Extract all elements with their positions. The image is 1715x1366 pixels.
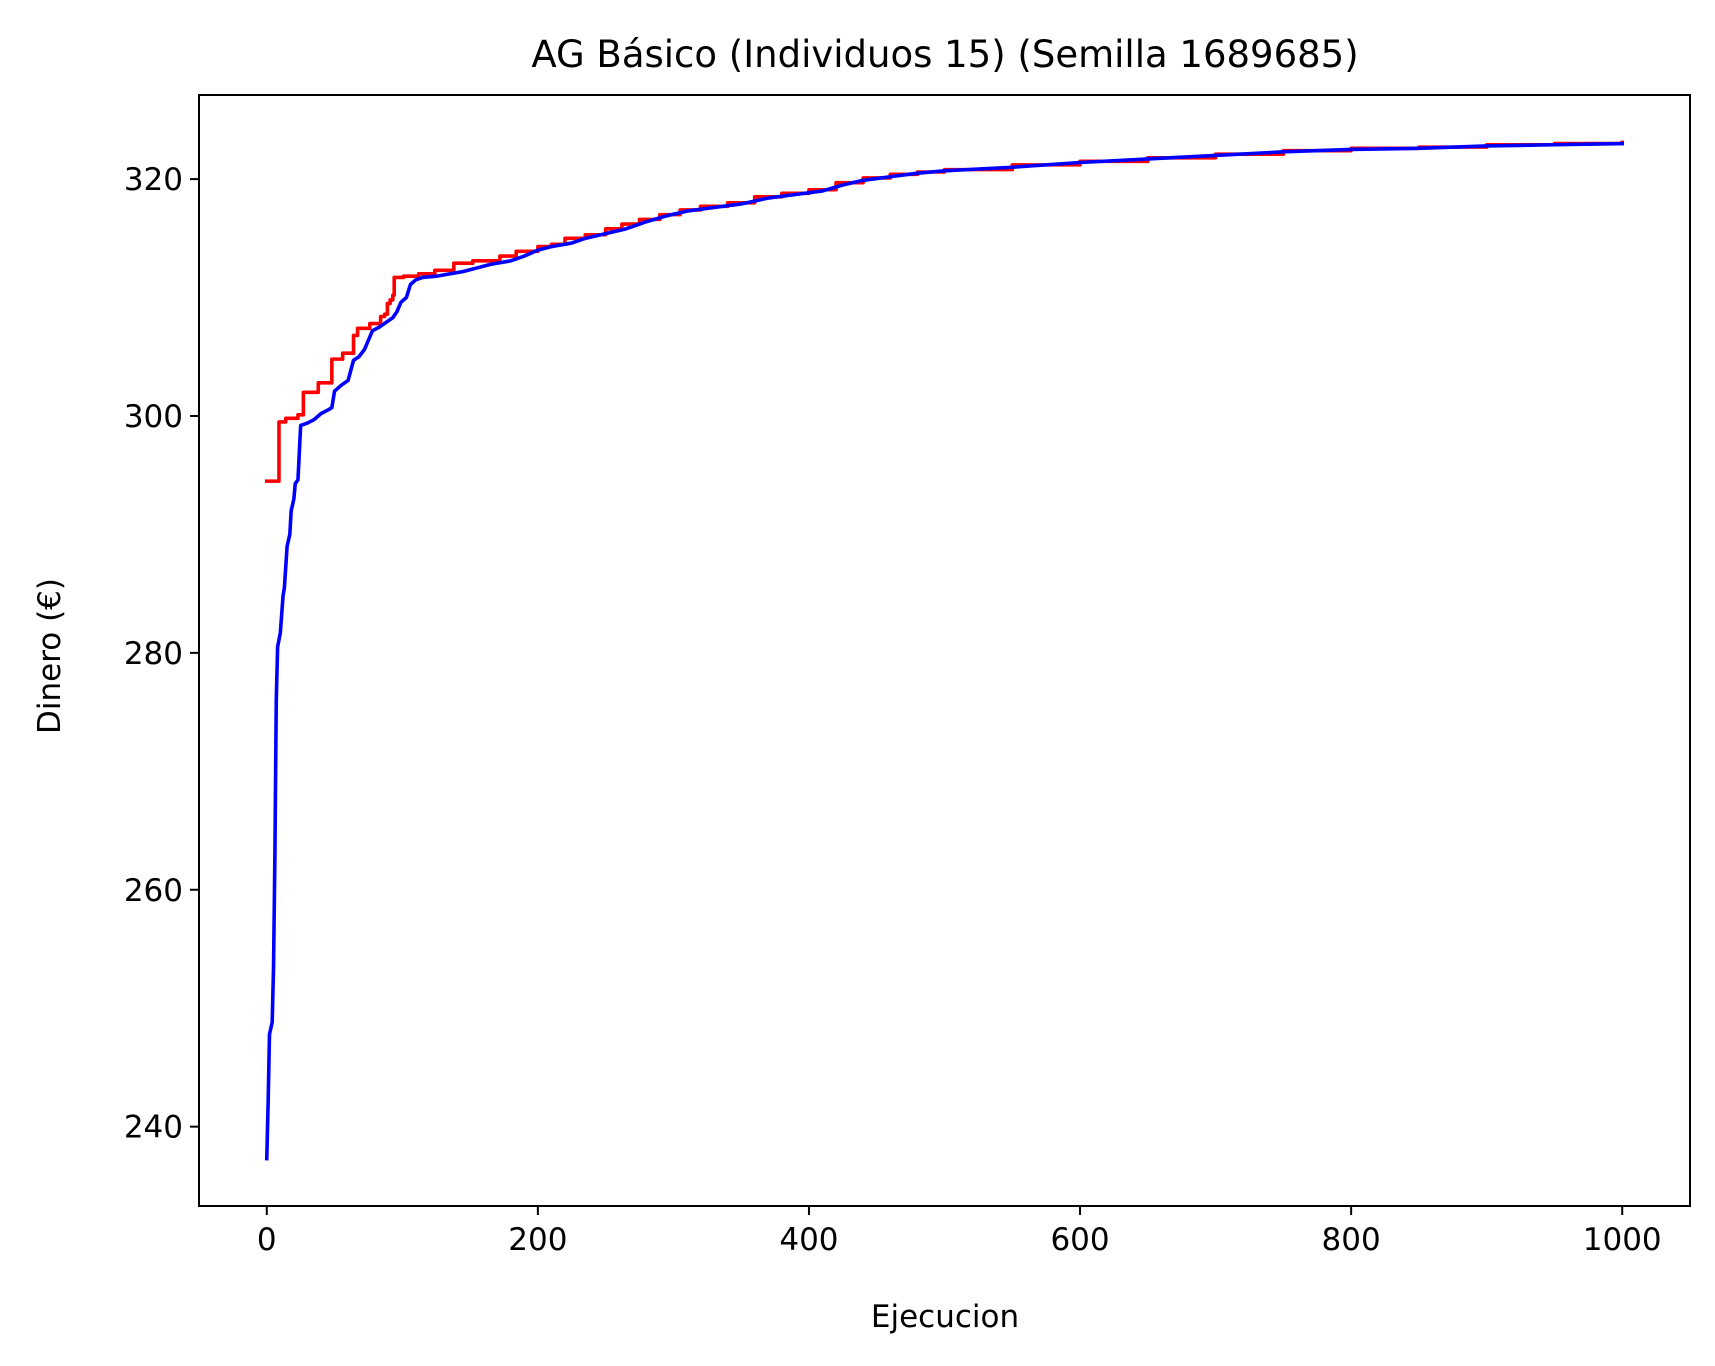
y-tick-label: 320 xyxy=(124,162,183,198)
x-tick-label: 400 xyxy=(779,1222,838,1258)
chart-title: AG Básico (Individuos 15) (Semilla 16896… xyxy=(531,33,1358,76)
y-axis-label: Dinero (€) xyxy=(32,578,68,734)
y-tick-label: 240 xyxy=(124,1110,183,1146)
y-tick-label: 300 xyxy=(124,399,183,435)
x-axis-ticks: 0 200 400 600 800 1000 xyxy=(257,1206,1662,1258)
x-axis-label: Ejecucion xyxy=(871,1299,1019,1335)
x-tick-label: 800 xyxy=(1322,1222,1381,1258)
plot-area xyxy=(264,140,1625,1161)
x-tick-label: 600 xyxy=(1050,1222,1109,1258)
plot-frame xyxy=(198,94,1691,1207)
y-axis-ticks: 240 260 280 300 320 xyxy=(124,162,199,1146)
x-tick-label: 200 xyxy=(508,1222,567,1258)
x-tick-label: 0 xyxy=(257,1222,277,1258)
y-tick-label: 260 xyxy=(124,873,183,909)
series-line-2 xyxy=(264,141,1625,1161)
x-tick-label: 1000 xyxy=(1583,1222,1662,1258)
y-tick-label: 280 xyxy=(124,636,183,672)
